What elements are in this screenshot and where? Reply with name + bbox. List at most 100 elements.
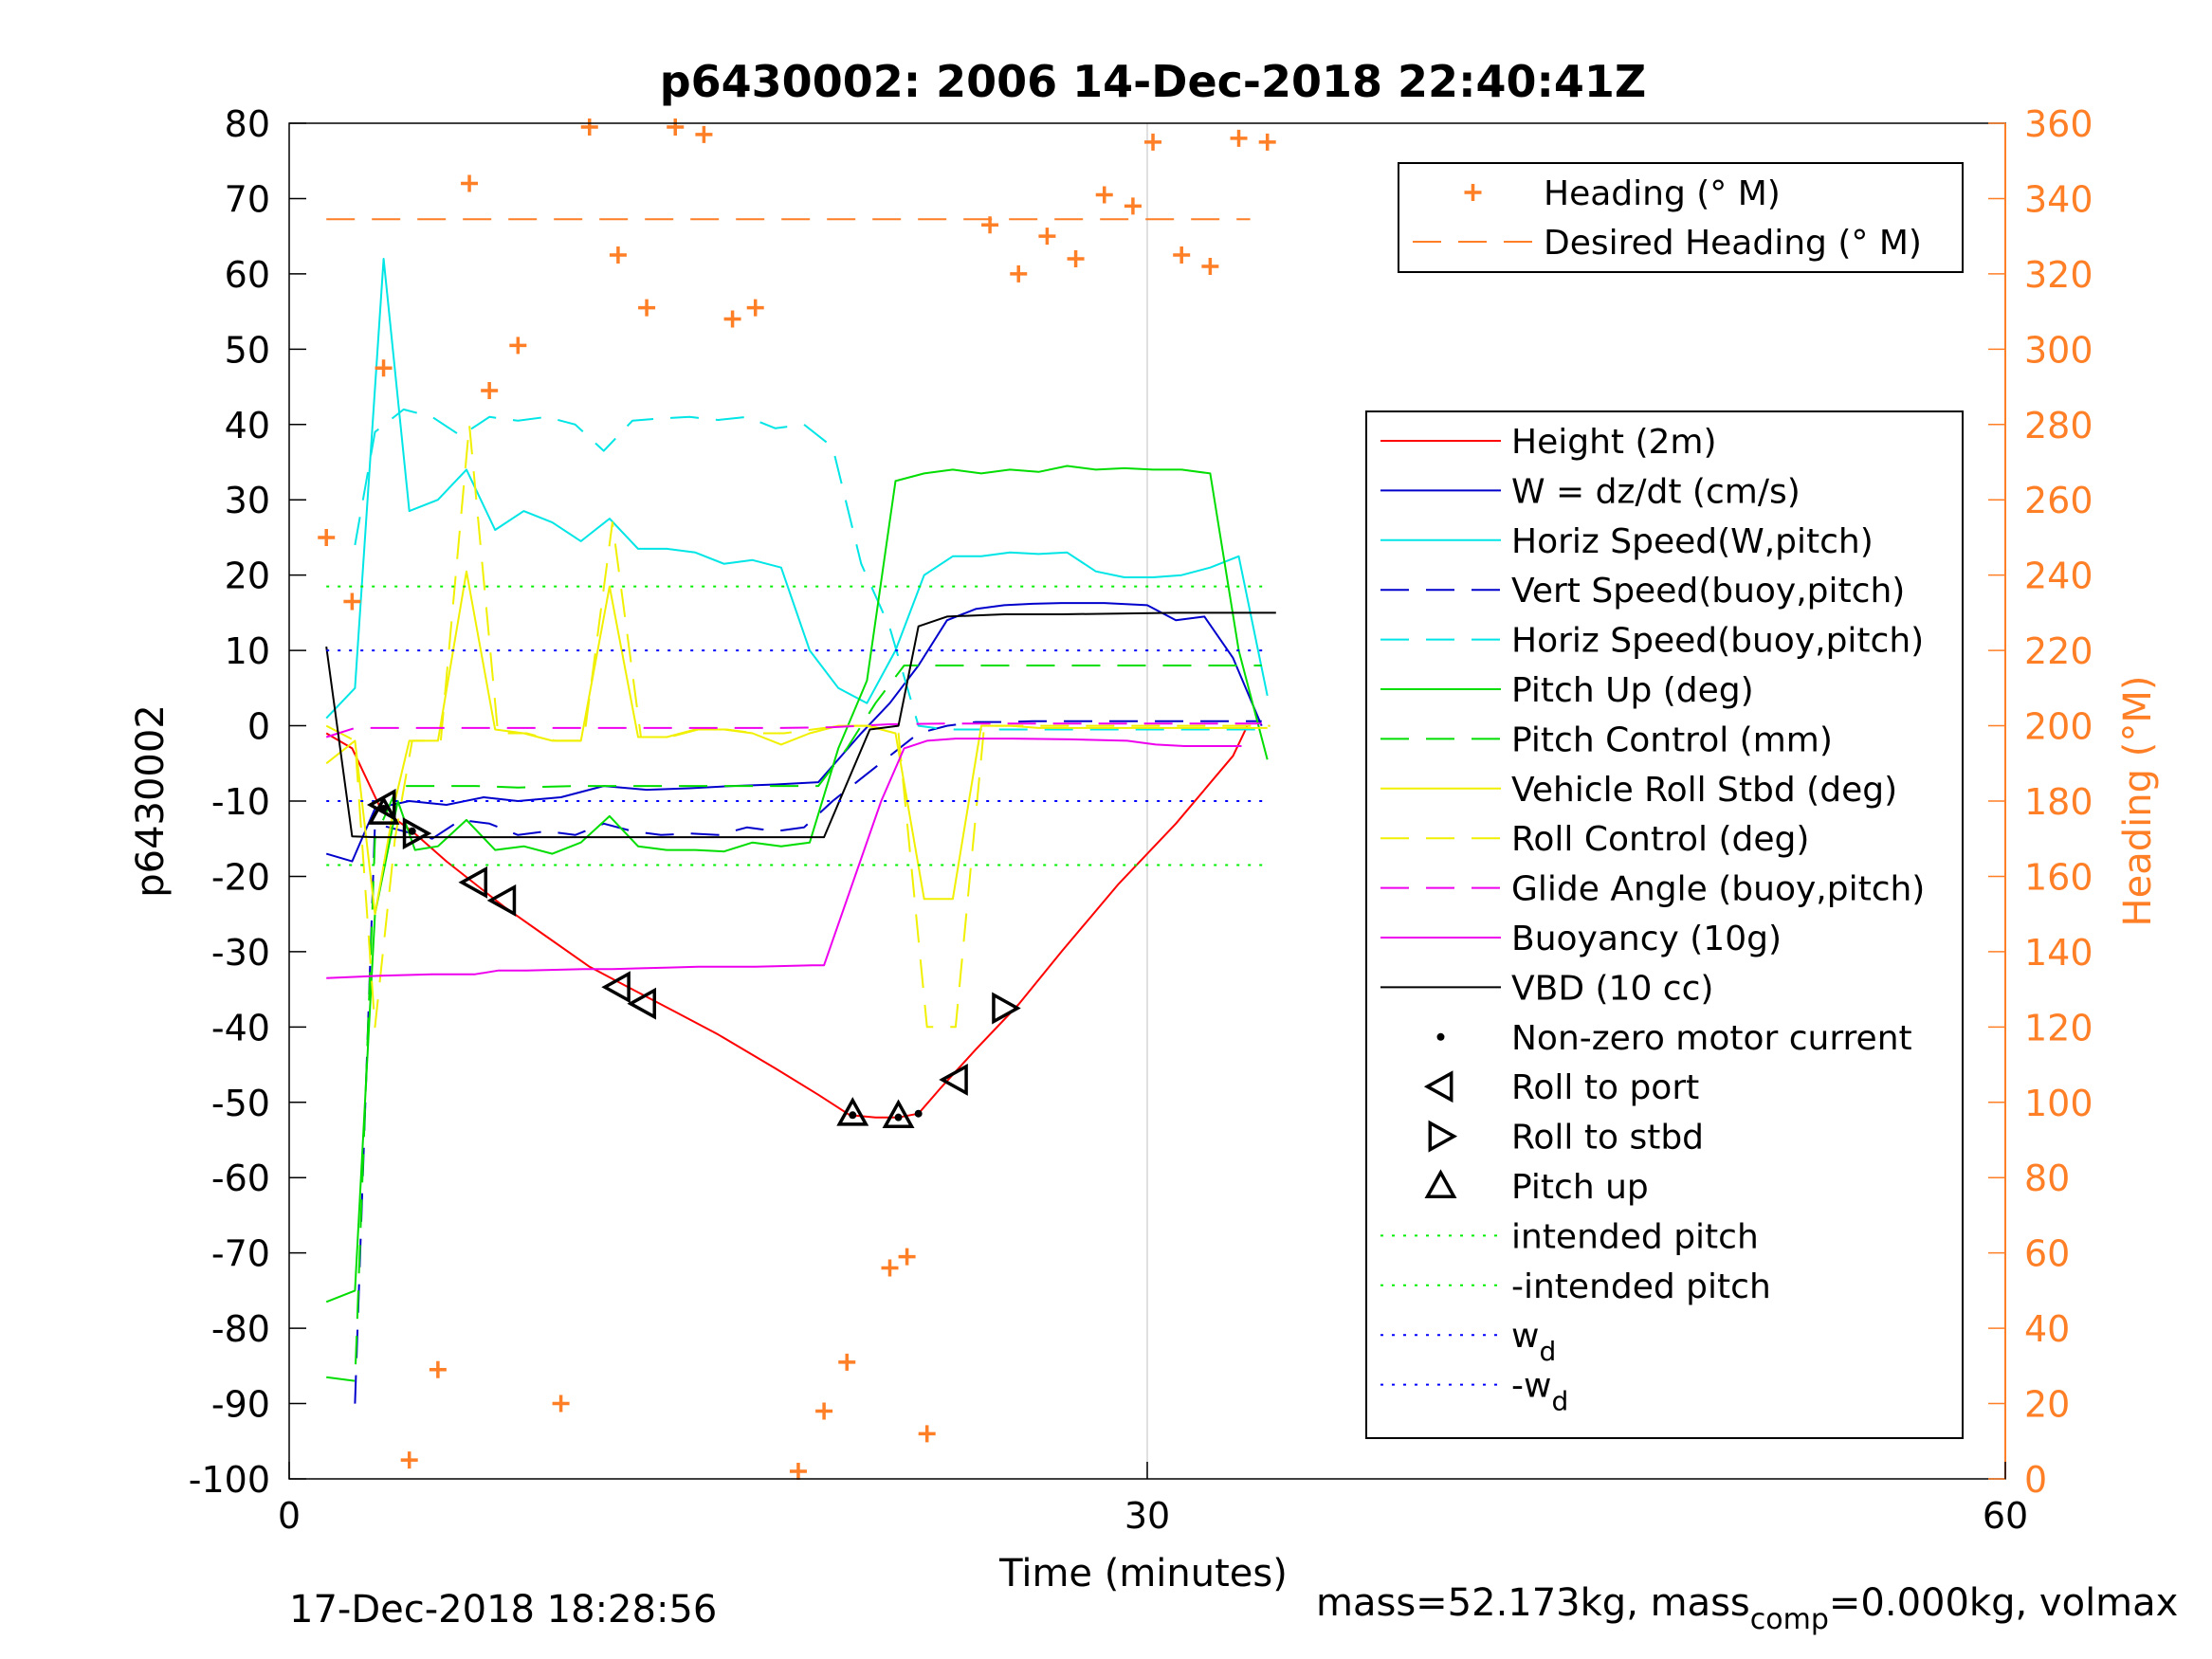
legend-label: Glide Angle (buoy,pitch) <box>1511 870 1925 909</box>
series-line <box>325 725 1249 1119</box>
heading-point <box>461 174 479 192</box>
y2-tick-label: 100 <box>2024 1083 2093 1124</box>
y2-tick-label: 60 <box>2024 1233 2070 1275</box>
legend-label: Vert Speed(buoy,pitch) <box>1511 572 1905 611</box>
heading-point <box>723 310 741 328</box>
series-line <box>354 408 1262 731</box>
legend-label: Heading (° M) <box>1544 174 1781 213</box>
y-tick-label: -80 <box>211 1308 270 1350</box>
legend-label: intended pitch <box>1511 1217 1759 1256</box>
legend-label: Roll Control (deg) <box>1511 820 1809 859</box>
heading-point <box>1230 129 1248 147</box>
heading-point <box>1144 133 1162 151</box>
y-tick-label: 70 <box>225 178 270 220</box>
y2-tick-label: 20 <box>2024 1384 2070 1426</box>
heading-point <box>918 1425 936 1443</box>
heading-point <box>1038 228 1056 246</box>
legend-label-subscript: d <box>1551 1386 1568 1417</box>
pitch-up-marker <box>367 795 400 825</box>
footer-mass: mass=52.173kg, masscomp=0.000kg, volmax <box>1316 1581 2178 1636</box>
y-tick-label: 0 <box>247 706 270 748</box>
y2-tick-label: 40 <box>2024 1308 2070 1350</box>
roll-to-port-marker <box>939 1063 968 1096</box>
legend-main: Height (2m) W = dz/dt (cm/s) Horiz Speed(W… <box>1365 410 1964 1439</box>
roll-to-port-marker <box>486 884 517 917</box>
motor-current-marker <box>914 1109 923 1118</box>
legend-label: Roll to port <box>1511 1068 1699 1107</box>
legend-box <box>1365 410 1964 1439</box>
legend-label: Roll to stbd <box>1511 1119 1704 1158</box>
y2-tick-label: 240 <box>2024 556 2093 597</box>
series-line <box>325 722 1262 738</box>
series-line <box>325 611 1276 839</box>
heading-point <box>400 1451 418 1469</box>
legend-label: Pitch up <box>1511 1168 1649 1207</box>
x-tick-label: 60 <box>1983 1495 2028 1537</box>
y-tick-label: -50 <box>211 1083 270 1124</box>
heading-point <box>638 299 656 317</box>
y-tick-label: 30 <box>225 480 270 521</box>
legend-label: Desired Heading (° M) <box>1544 224 1922 263</box>
heading-point <box>375 359 393 377</box>
legend-symbol <box>1464 184 1482 201</box>
heading-point <box>318 528 336 546</box>
legend-label: Buoyancy (10g) <box>1511 920 1782 958</box>
y-tick-label: 50 <box>225 329 270 371</box>
heading-point <box>481 382 499 400</box>
legend-label: VBD (10 cc) <box>1511 969 1713 1008</box>
heading-point <box>343 592 361 611</box>
heading-point <box>789 1463 807 1481</box>
mass-subscript: comp <box>1749 1603 1829 1636</box>
y2-tick-label: 180 <box>2024 781 2093 823</box>
legend-symbol <box>1423 1070 1453 1103</box>
y2-tick-label: 120 <box>2024 1007 2093 1048</box>
y-tick-label: 10 <box>225 630 270 672</box>
right-axis: 0 20 40 60 80 100 120 140 160 180 200 220 240 260 280 3… <box>1988 103 2093 1501</box>
y2-tick-label: 340 <box>2024 178 2093 220</box>
heading-point <box>898 1248 916 1266</box>
heading-point <box>552 1395 570 1413</box>
legend-label: Horiz Speed(buoy,pitch) <box>1511 622 1924 661</box>
heading-point <box>746 299 764 317</box>
heading-point <box>1258 133 1276 151</box>
heading-point <box>695 125 713 143</box>
x-axis-label: Time (minutes) <box>998 1552 1288 1595</box>
y-tick-label: 80 <box>225 103 270 145</box>
legend-symbol <box>1428 1120 1458 1153</box>
y-tick-label: -20 <box>211 856 270 898</box>
legend-symbol <box>1436 1032 1445 1041</box>
motor-current-marker <box>894 1113 903 1121</box>
pitch-up-marker <box>882 1099 915 1129</box>
roll-to-port-marker <box>627 987 657 1020</box>
legend-heading: Heading (° M) Desired Heading (° M) <box>1398 162 1964 273</box>
heading-point <box>881 1259 899 1277</box>
chart-title: p6430002: 2006 14-Dec-2018 22:40:41Z <box>660 56 1647 107</box>
roll-to-port-marker <box>458 866 488 899</box>
y2-tick-label: 320 <box>2024 254 2093 296</box>
heading-point <box>1010 264 1028 283</box>
roll-to-port-marker <box>601 971 631 1004</box>
roll-to-stbd-marker <box>402 817 432 850</box>
footer-timestamp: 17-Dec-2018 18:28:56 <box>289 1588 718 1632</box>
heading-point <box>815 1402 833 1420</box>
legend-label: -intended pitch <box>1511 1267 1771 1306</box>
series-line <box>326 665 1262 1382</box>
series-line <box>325 465 1269 1304</box>
y-tick-label: -30 <box>211 932 270 974</box>
y-tick-label: -40 <box>211 1007 270 1048</box>
heading-point <box>509 337 527 355</box>
marker-layer <box>366 788 1021 1129</box>
series-line <box>325 423 1271 1029</box>
y-tick-label: -60 <box>211 1158 270 1199</box>
heading-point <box>667 118 685 136</box>
legend-label: Height (2m) <box>1511 423 1717 462</box>
y-tick-label: -10 <box>211 781 270 823</box>
y2-tick-label: 160 <box>2024 856 2093 898</box>
y2-tick-label: 0 <box>2024 1459 2047 1501</box>
mass-text-2: =0.000kg, volmax <box>1828 1581 2179 1625</box>
legend-label: Pitch Control (mm) <box>1511 720 1833 759</box>
heading-point <box>1067 250 1085 267</box>
pitch-up-marker <box>836 1097 869 1126</box>
legend-label: W = dz/dt (cm/s) <box>1511 472 1801 511</box>
